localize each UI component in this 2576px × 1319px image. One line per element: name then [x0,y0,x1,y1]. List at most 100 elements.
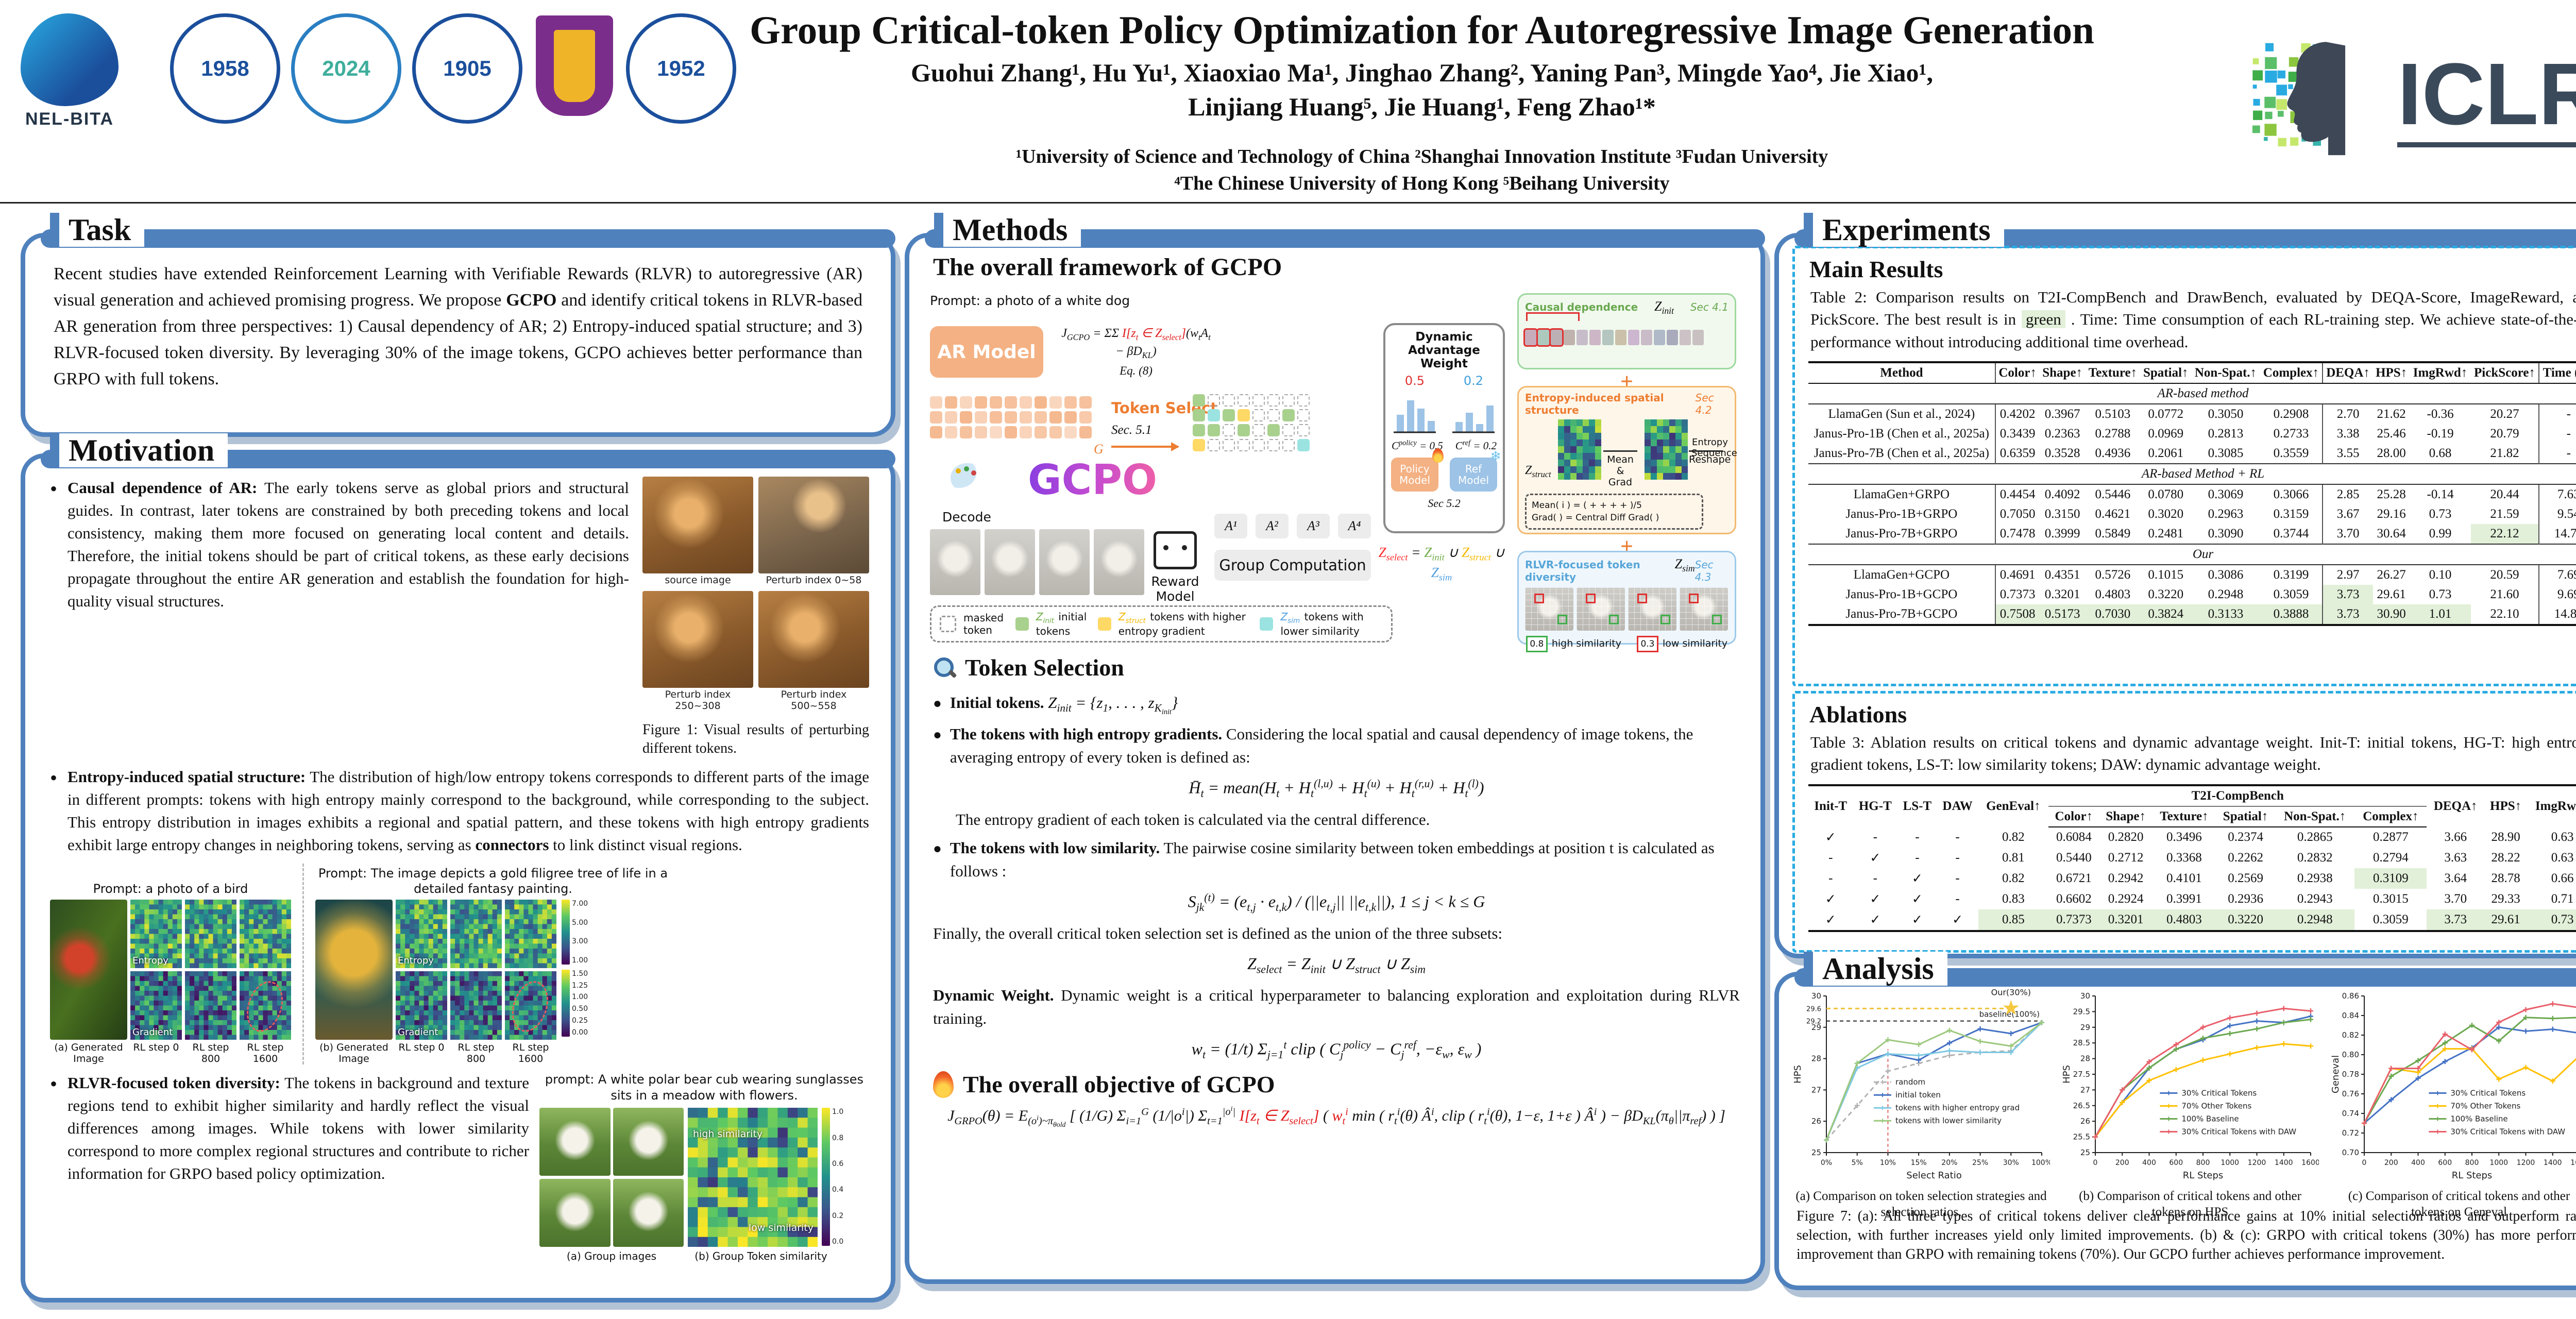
value-cell: 0.6359 [1999,446,2036,461]
group-label: AR-based method [1808,383,2576,405]
causal-token [1589,330,1601,346]
tree-image [315,899,393,1040]
motivation-bullet-causal: • Causal dependence of AR: The early tok… [50,477,869,758]
value-cell: 9.54 [2557,507,2576,521]
value-cell: 0.3967 [2044,407,2080,421]
heatmap-cell [450,971,502,1040]
token-grid [930,396,1092,438]
value-cell: 0.3999 [2044,527,2080,541]
token-cell [1282,409,1295,421]
central-difference-note: The entropy gradient of each token is ca… [956,810,1430,829]
framework-prompt: Prompt: a photo of a white dog [930,293,1130,308]
svg-text:15%: 15% [1911,1159,1927,1167]
token-cell [1208,439,1220,451]
analysis-heading: Analysis [1804,952,1947,986]
advantage-1: A¹ [1214,514,1247,538]
value-cell: 21.59 [2470,504,2540,525]
entropy-heatmap [1645,419,1688,480]
table-row: ✓ - - - 0.82 0.6084 0.2820 0.3496 0.2374 0.2865 0.… [1808,827,2576,848]
dynamic-advantage-weight-box: Dynamic Advantage Weight 0.5 0.2 Cpolicy… [1383,323,1505,533]
method-cell: LlamaGen (Sun et al., 2024) [1808,404,1996,425]
causal-token [1641,330,1652,346]
value-cell: 20.59 [2470,565,2540,585]
check-cell: ✓ [1911,912,1923,927]
value-cell: 3.70 [2336,527,2360,541]
svg-text:random: random [1895,1077,1925,1087]
heatmap-cell: Entropy [130,899,182,969]
value-cell: 29.16 [2377,507,2406,521]
value-cell: 0.3496 [2166,830,2202,844]
value-cell: 3.73 [2323,604,2373,625]
nelbita-label: NEL-BITA [25,109,114,129]
column-header: Color↑ [1995,361,2040,384]
task-abstract: Recent studies have extended Reinforceme… [54,261,862,392]
table-row: Janus-Pro-7B+GCPO 0.7508 0.5173 0.7030 0.382… [1808,604,2576,625]
value-cell: 0.2924 [2108,891,2144,906]
value-cell: 0.2813 [2208,427,2244,441]
svg-text:25: 25 [2080,1148,2090,1157]
svg-text:400: 400 [2411,1159,2425,1167]
svg-text:200: 200 [2384,1159,2398,1167]
value-cell: 0.2712 [2108,850,2144,865]
analysis-panel: Analysis 25 26 27 28 29 30 0% 5% 10% 15% 20% 25% 30%… [1774,952,2576,1290]
methods-panel: Methods The overall framework of GCPO Pr… [905,213,1765,1284]
table-row: Janus-Pro-1B+GRPO 0.7050 0.3150 0.4621 0.302… [1808,504,2576,525]
chart-b-caption: (b) Comparison of critical tokens and ot… [2079,1189,2301,1220]
value-cell: 0.7478 [1999,527,2036,541]
figure1-perturb-0-58: Perturb index 0~58 [758,477,869,586]
svg-text:200: 200 [2115,1159,2129,1167]
task-text-1: Recent studies have extended Reinforceme… [54,264,862,310]
value-cell: 0.73 [2429,587,2452,602]
value-cell: 0.2938 [2297,871,2333,885]
value-cell: - [2566,427,2571,441]
value-cell: 0.2788 [2095,427,2131,441]
causal-token [1525,330,1536,346]
svg-text:0: 0 [2093,1159,2098,1167]
iclr-wordmark: ICLR [2397,48,2576,148]
token-cell [1297,409,1310,421]
value-cell: 28.78 [2491,871,2520,885]
value-cell: 0.7373 [2048,909,2099,931]
heatmap-row-label: Entropy [132,955,168,966]
table-row: Janus-Pro-1B+GCPO 0.7373 0.3201 0.4803 0.322… [1808,585,2576,605]
value-cell: -0.36 [2427,407,2454,421]
value-cell: 0.3085 [2208,446,2244,461]
svg-text:Geneval: Geneval [2330,1055,2341,1093]
svg-text:RL Steps: RL Steps [2183,1170,2224,1181]
column-header: LS-T [1897,784,1937,827]
value-cell: 0.3069 [2208,487,2244,502]
check-cell: ✓ [1870,912,1881,927]
token-cell [1238,439,1250,451]
token-cell [960,411,972,424]
gcpo-objective-inline: JGCPO = ΣΣ I[zt ∈ Zselect](wtAt − βDKL) [1061,327,1211,360]
svg-text:0.76: 0.76 [2342,1089,2359,1098]
svg-text:0.74: 0.74 [2342,1109,2359,1118]
svg-text:0.70: 0.70 [2342,1148,2359,1157]
zstruct-token-icon [1097,617,1111,631]
entropy-colorbar: 7.00 5.00 3.00 1.00 [562,899,588,965]
causal-lead: Causal dependence of AR: [67,479,258,497]
figure-entropy-maps: Prompt: a photo of a bird Entropy Gradien… [50,863,869,1064]
task-panel: Task Recent studies have extended Reinfo… [21,213,895,437]
bird-cap-1: RL step 0 [133,1041,179,1053]
column-header: Shape↑ [2039,361,2086,384]
main-results-heading: Main Results [1809,256,1943,282]
value-cell: 2.85 [2336,487,2360,502]
token-cell [1079,396,1092,409]
value-cell: 0.3220 [2148,587,2184,602]
token-select-arrow [1111,442,1179,451]
robot-icon [1154,531,1197,569]
table2-caption: Table 2: Comparison results on T2I-CompB… [1810,288,2576,351]
svg-text:1000: 1000 [2489,1159,2508,1167]
token-cell [1267,424,1280,436]
heatmap-cell [185,971,237,1040]
causal-token [1615,330,1626,346]
policy-bar-chart [1394,400,1436,433]
fudan-logo: 1905 [412,13,522,124]
svg-text:0.72: 0.72 [2342,1128,2359,1138]
svg-text:1400: 1400 [2275,1159,2293,1167]
token-cell [1252,439,1265,451]
group-label: AR-based Method + RL [1808,463,2576,485]
svg-text:400: 400 [2142,1159,2156,1167]
methods-text: Token Selection ● Initial tokens. Zinit =… [933,650,1740,1132]
